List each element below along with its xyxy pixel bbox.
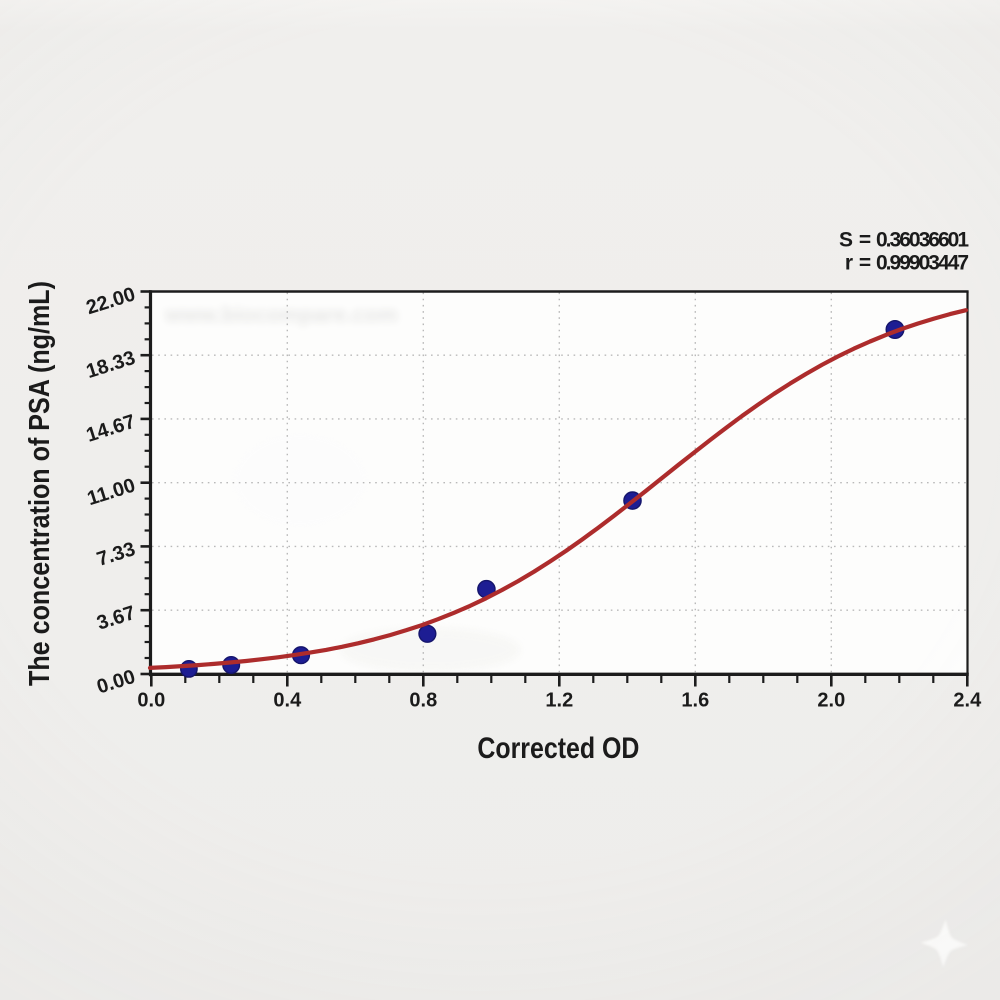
svg-text:S =: S = — [839, 229, 877, 252]
svg-text:0.4: 0.4 — [273, 690, 302, 712]
svg-text:The concentration of PSA (ng/m: The concentration of PSA (ng/mL) — [24, 281, 56, 686]
svg-text:14.67: 14.67 — [84, 411, 138, 447]
svg-text:0.36036601: 0.36036601 — [876, 229, 969, 252]
svg-text:r =: r = — [845, 252, 877, 275]
svg-text:7.33: 7.33 — [94, 538, 138, 571]
svg-text:0.99903447: 0.99903447 — [876, 252, 969, 275]
svg-text:11.00: 11.00 — [85, 474, 138, 510]
svg-text:www.biocompare.com: www.biocompare.com — [164, 302, 398, 327]
svg-text:0.00: 0.00 — [94, 666, 138, 699]
svg-text:2.0: 2.0 — [817, 690, 845, 712]
svg-text:18.33: 18.33 — [84, 347, 138, 383]
svg-text:1.2: 1.2 — [545, 690, 573, 712]
svg-text:3.67: 3.67 — [94, 602, 138, 635]
svg-text:2.4: 2.4 — [953, 690, 982, 712]
svg-text:0.8: 0.8 — [409, 690, 437, 712]
svg-text:0.0: 0.0 — [137, 690, 165, 712]
svg-text:1.6: 1.6 — [681, 690, 709, 712]
svg-text:Corrected OD: Corrected OD — [477, 732, 639, 765]
svg-text:22.00: 22.00 — [84, 283, 138, 319]
